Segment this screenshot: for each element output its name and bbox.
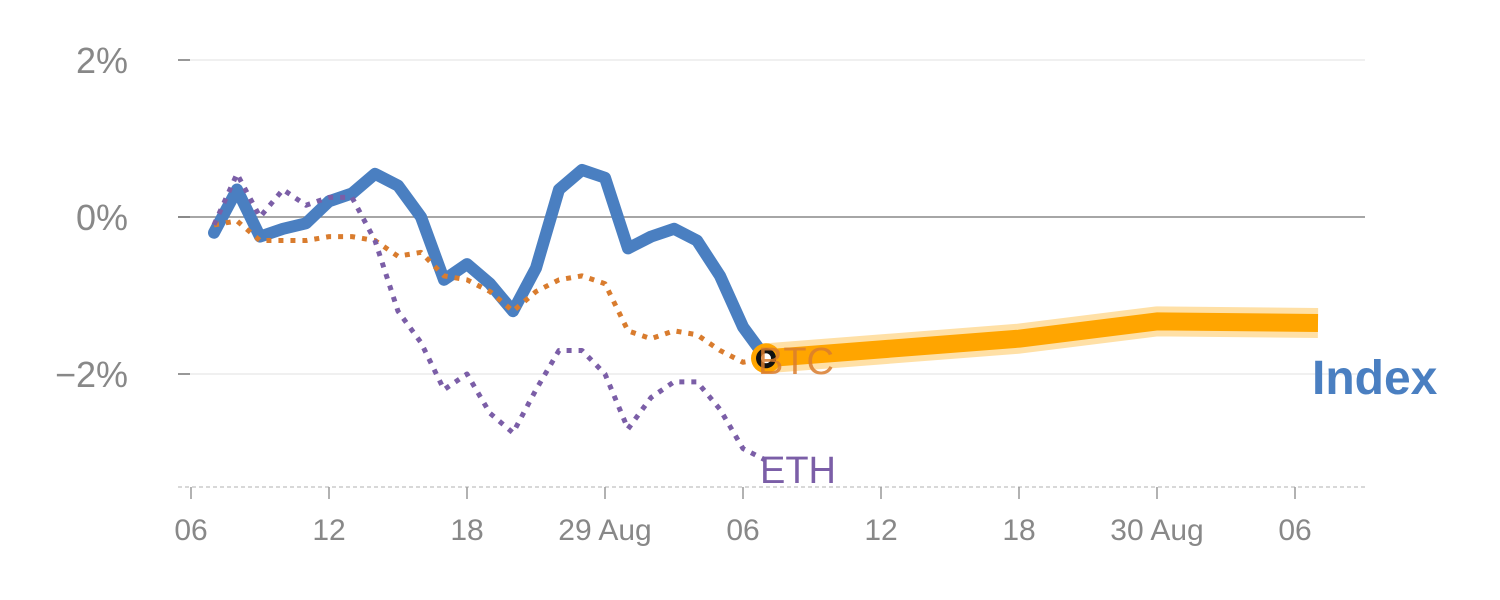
series-eth-line xyxy=(211,171,768,463)
x-tick-label: 12 xyxy=(312,514,345,547)
x-tick-label: 12 xyxy=(864,514,897,547)
y-tick-label: −2% xyxy=(55,354,128,395)
y-tick-label: 0% xyxy=(76,197,128,238)
y-tick-label: 2% xyxy=(76,40,128,81)
series-index-line xyxy=(208,163,772,365)
x-tick-label: 18 xyxy=(1002,514,1035,547)
current-value-marker-core xyxy=(761,353,771,364)
series-label-eth: ETH xyxy=(760,450,836,492)
series-projection-line xyxy=(765,312,1319,368)
x-tick-label: 30 Aug xyxy=(1110,514,1203,547)
x-tick-label: 06 xyxy=(174,514,207,547)
series-btc-line xyxy=(213,218,767,365)
x-tick-label: 06 xyxy=(726,514,759,547)
x-tick-label: 06 xyxy=(1278,514,1311,547)
x-tick-label: 29 Aug xyxy=(558,514,651,547)
series-label-index: Index xyxy=(1312,352,1438,405)
x-tick-label: 18 xyxy=(450,514,483,547)
series-label-btc: BTC xyxy=(758,341,834,383)
